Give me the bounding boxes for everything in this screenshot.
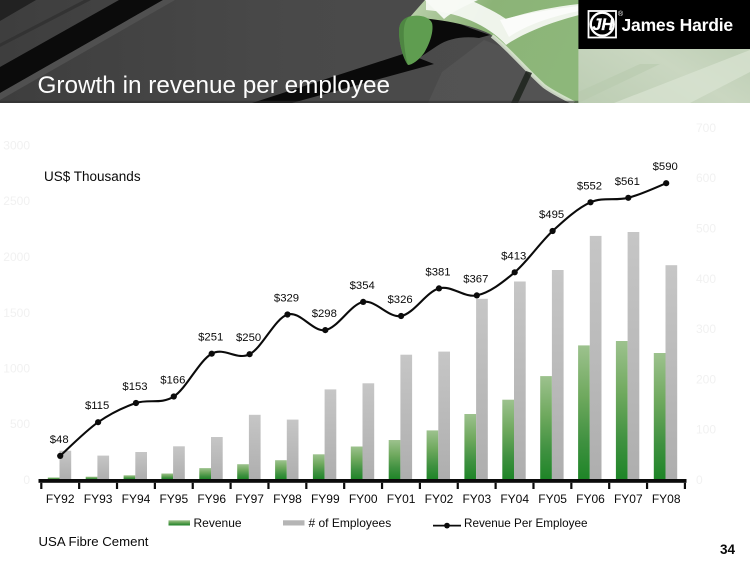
- svg-text:FY03: FY03: [462, 492, 491, 506]
- svg-text:FY95: FY95: [159, 492, 188, 506]
- svg-text:$251: $251: [198, 332, 223, 344]
- svg-text:FY05: FY05: [538, 492, 567, 506]
- svg-text:FY04: FY04: [500, 492, 529, 506]
- svg-text:600: 600: [696, 171, 716, 185]
- svg-text:$298: $298: [312, 308, 337, 320]
- svg-text:FY94: FY94: [122, 492, 151, 506]
- svg-text:USA Fibre Cement: USA Fibre Cement: [39, 534, 149, 549]
- svg-text:FY07: FY07: [614, 492, 643, 506]
- svg-text:400: 400: [696, 272, 716, 286]
- svg-text:$329: $329: [274, 293, 299, 305]
- svg-text:$381: $381: [425, 266, 450, 278]
- svg-text:$561: $561: [615, 176, 640, 188]
- svg-text:$367: $367: [463, 273, 488, 285]
- svg-text:$495: $495: [539, 209, 564, 221]
- svg-text:$153: $153: [122, 381, 147, 393]
- svg-text:$115: $115: [85, 400, 109, 412]
- svg-text:300: 300: [696, 322, 716, 336]
- svg-text:$413: $413: [501, 250, 526, 262]
- svg-text:Revenue: Revenue: [194, 516, 242, 530]
- svg-text:FY99: FY99: [311, 492, 340, 506]
- svg-text:$48: $48: [50, 434, 69, 446]
- svg-text:JH: JH: [592, 16, 614, 34]
- svg-text:2500: 2500: [3, 194, 30, 208]
- svg-text:Revenue Per Employee: Revenue Per Employee: [464, 517, 587, 530]
- svg-text:$326: $326: [388, 294, 413, 306]
- svg-text:James Hardie: James Hardie: [622, 15, 734, 35]
- svg-text:Growth in revenue per employee: Growth in revenue per employee: [38, 72, 391, 99]
- svg-text:FY00: FY00: [349, 492, 378, 506]
- svg-text:200: 200: [696, 372, 716, 386]
- svg-text:100: 100: [696, 423, 716, 437]
- svg-text:FY01: FY01: [387, 492, 416, 506]
- svg-text:FY96: FY96: [197, 492, 226, 506]
- svg-text:FY98: FY98: [273, 492, 302, 506]
- svg-text:34: 34: [720, 542, 736, 557]
- svg-text:FY97: FY97: [235, 492, 264, 506]
- svg-text:700: 700: [696, 121, 716, 135]
- svg-text:500: 500: [10, 417, 30, 431]
- svg-text:FY92: FY92: [46, 492, 75, 506]
- svg-text:®: ®: [618, 10, 624, 18]
- svg-text:2000: 2000: [3, 250, 30, 264]
- svg-text:500: 500: [696, 222, 716, 236]
- svg-text:$166: $166: [160, 375, 185, 387]
- svg-text:FY02: FY02: [425, 492, 454, 506]
- svg-text:0: 0: [23, 473, 30, 487]
- svg-text:# of Employees: # of Employees: [309, 516, 392, 530]
- svg-text:FY06: FY06: [576, 492, 605, 506]
- svg-text:$354: $354: [350, 280, 375, 292]
- svg-text:$250: $250: [236, 332, 261, 344]
- svg-text:$590: $590: [653, 161, 678, 173]
- svg-text:US$ Thousands: US$ Thousands: [44, 169, 141, 184]
- svg-text:1000: 1000: [3, 362, 30, 376]
- svg-text:0: 0: [696, 473, 703, 487]
- svg-text:3000: 3000: [3, 139, 30, 153]
- svg-text:1500: 1500: [3, 306, 30, 320]
- svg-text:FY93: FY93: [84, 492, 113, 506]
- svg-text:FY08: FY08: [652, 492, 681, 506]
- svg-text:$552: $552: [577, 180, 602, 192]
